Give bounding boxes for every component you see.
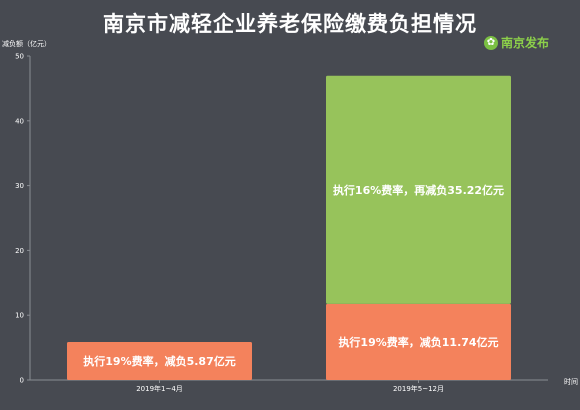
- chart-title: 南京市减轻企业养老保险缴费负担情况: [103, 12, 477, 36]
- logo-icon: ✿: [484, 35, 498, 50]
- x-tick-label: 2019年5~12月: [393, 384, 444, 393]
- y-tick-label: 0: [20, 377, 24, 385]
- y-tick-label: 40: [15, 117, 24, 125]
- bar-data-label: 执行19%费率，减负11.74亿元: [338, 335, 498, 349]
- y-axis-title: 减负额（亿元）: [2, 39, 51, 48]
- bar-data-label: 执行16%费率，再减负35.22亿元: [333, 183, 504, 197]
- x-tick-label: 2019年1~4月: [136, 384, 183, 393]
- logo: ✿ 南京发布: [484, 34, 549, 51]
- bar-segment: [67, 341, 252, 380]
- x-axis-title: 时间: [564, 377, 578, 386]
- y-tick-label: 20: [15, 247, 24, 255]
- y-tick-label: 50: [15, 53, 24, 61]
- bar-segment: [326, 303, 511, 380]
- logo-text: 南京发布: [501, 36, 550, 50]
- bar-data-label: 执行19%费率，减负5.87亿元: [83, 354, 235, 368]
- y-tick-label: 30: [15, 182, 24, 190]
- bar-segment: [326, 75, 511, 304]
- y-tick-label: 10: [15, 312, 24, 320]
